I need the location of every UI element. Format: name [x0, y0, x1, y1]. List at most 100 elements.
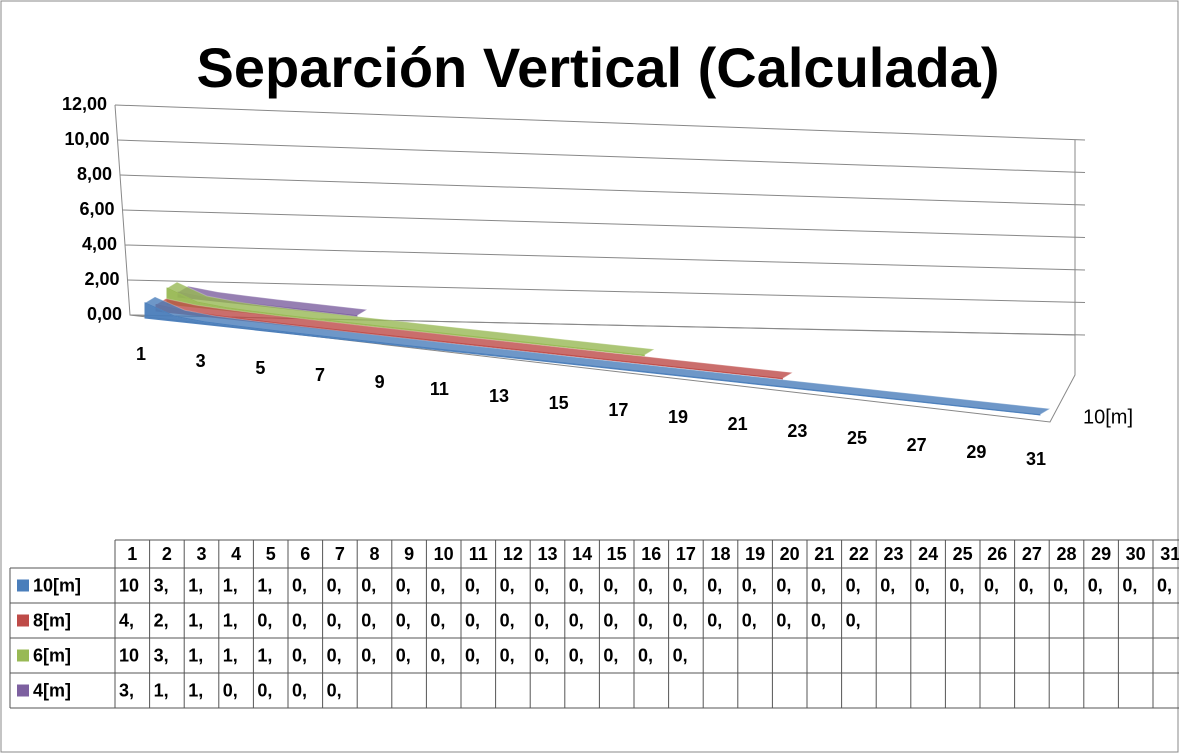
depth-label: 10[m] [1083, 406, 1133, 428]
area-line [155, 304, 783, 380]
table-cell: 0, [603, 575, 618, 595]
table-cell: 0, [465, 575, 480, 595]
table-header: 21 [814, 544, 834, 564]
table-header: 6 [300, 544, 310, 564]
table-cell: 0, [396, 575, 411, 595]
table-cell: 0, [569, 645, 584, 665]
table-cell: 3, [154, 645, 169, 665]
table-cell: 0, [465, 645, 480, 665]
legend-swatch [17, 684, 29, 697]
table-cell: 4, [119, 610, 134, 630]
table-header: 17 [676, 544, 696, 564]
table-cell: 1, [188, 610, 203, 630]
table-cell: 0, [292, 610, 307, 630]
table-cell: 0, [327, 610, 342, 630]
table-cell: 0, [811, 575, 826, 595]
table-cell: 0, [430, 575, 445, 595]
table-cell: 0, [603, 645, 618, 665]
table-header: 11 [469, 544, 488, 564]
table-cell: 0, [223, 680, 238, 700]
table-cell: 0, [534, 610, 549, 630]
table-cell: 0, [534, 575, 549, 595]
table-cell: 1, [257, 575, 272, 595]
grid-line [114, 104, 1086, 141]
table-header: 10 [434, 544, 454, 564]
table-cell: 3, [154, 575, 169, 595]
x-tick-label: 13 [489, 386, 509, 406]
table-cell: 1, [188, 680, 203, 700]
table-header: 4 [231, 544, 241, 564]
table-header: 26 [987, 544, 1007, 564]
table-header: 15 [607, 544, 627, 564]
table-header: 27 [1022, 544, 1042, 564]
legend-swatch [17, 579, 29, 592]
chart-title: Separción Vertical (Calculada) [197, 36, 1000, 99]
x-tick-label: 29 [966, 442, 986, 462]
table-header: 5 [266, 544, 276, 564]
table-cell: 0, [292, 645, 307, 665]
table-cell: 0, [707, 610, 722, 630]
table-cell: 0, [569, 610, 584, 630]
table-cell: 0, [846, 575, 861, 595]
table-cell: 0, [327, 645, 342, 665]
table-cell: 0, [327, 575, 342, 595]
y-tick-label: 6,00 [79, 199, 114, 219]
y-tick-label: 10,00 [64, 129, 109, 149]
table-cell: 0, [638, 575, 653, 595]
table-cell: 0, [361, 575, 376, 595]
table-cell: 0, [500, 610, 515, 630]
y-tick-label: 12,00 [62, 94, 107, 114]
table-cell: 0, [1157, 575, 1172, 595]
table-cell: 0, [430, 645, 445, 665]
table-cell: 10 [119, 645, 139, 665]
table-cell: 0, [742, 575, 757, 595]
table-header: 30 [1126, 544, 1146, 564]
area-line [144, 302, 1041, 416]
table-cell: 0, [949, 575, 964, 595]
table-header: 29 [1091, 544, 1111, 564]
legend-label: 4[m] [33, 680, 71, 700]
table-cell: 0, [673, 610, 688, 630]
table-cell: 1, [223, 645, 238, 665]
table-cell: 0, [292, 680, 307, 700]
x-tick-label: 25 [847, 428, 867, 448]
table-header: 24 [918, 544, 938, 564]
legend-label: 6[m] [33, 645, 71, 665]
table-header: 12 [503, 544, 523, 564]
y-tick-label: 2,00 [84, 269, 119, 289]
table-cell: 0, [430, 610, 445, 630]
y-tick-label: 8,00 [77, 164, 112, 184]
table-header: 9 [404, 544, 414, 564]
table-cell: 0, [257, 610, 272, 630]
x-tick-label: 11 [430, 379, 449, 399]
table-cell: 0, [742, 610, 757, 630]
x-tick-label: 5 [255, 358, 265, 378]
x-tick-label: 1 [136, 344, 146, 364]
table-cell: 0, [915, 575, 930, 595]
table-header: 22 [849, 544, 869, 564]
y-tick-label: 4,00 [82, 234, 117, 254]
table-cell: 1, [154, 680, 169, 700]
table-cell: 0, [500, 575, 515, 595]
table-header: 28 [1056, 544, 1076, 564]
table-header: 8 [369, 544, 379, 564]
table-cell: 0, [396, 645, 411, 665]
x-tick-label: 7 [315, 365, 325, 385]
table-cell: 0, [361, 610, 376, 630]
table-header: 3 [196, 544, 206, 564]
table-cell: 0, [603, 610, 618, 630]
table-cell: 0, [1019, 575, 1034, 595]
x-tick-label: 19 [668, 407, 688, 427]
table-cell: 0, [707, 575, 722, 595]
x-tick-label: 9 [375, 372, 385, 392]
table-cell: 0, [811, 610, 826, 630]
table-cell: 0, [396, 610, 411, 630]
table-cell: 0, [465, 610, 480, 630]
table-cell: 0, [361, 645, 376, 665]
table-header: 18 [710, 544, 730, 564]
table-cell: 0, [638, 645, 653, 665]
table-header: 7 [335, 544, 345, 564]
table-cell: 0, [257, 680, 272, 700]
